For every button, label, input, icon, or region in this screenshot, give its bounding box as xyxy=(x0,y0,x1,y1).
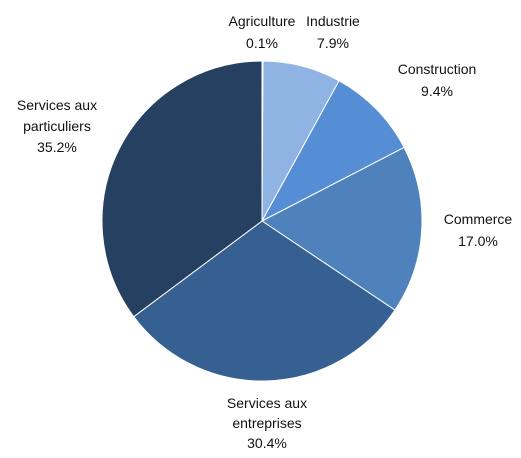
pie-slices xyxy=(101,60,423,382)
slice-label-text: Services aux xyxy=(17,97,97,113)
slice-label-text: Construction xyxy=(398,61,477,77)
slice-percentage: 30.4% xyxy=(247,435,287,451)
slice-label-commerce: Commerce 17.0% xyxy=(444,211,513,249)
slice-label-services-aux-entreprises: Services aux entreprises 30.4% xyxy=(227,395,307,451)
slice-label-text: entreprises xyxy=(232,415,301,431)
slice-label-text: Industrie xyxy=(306,13,360,29)
slice-label-industrie: Industrie 7.9% xyxy=(306,13,360,51)
slice-label-text: particuliers xyxy=(23,118,91,134)
slice-label-agriculture: Agriculture 0.1% xyxy=(229,13,296,51)
slice-percentage: 7.9% xyxy=(317,35,349,51)
slice-label-text: Commerce xyxy=(444,211,513,227)
slice-percentage: 9.4% xyxy=(421,83,453,99)
pie-slice-commerce xyxy=(261,146,423,311)
slice-percentage: 0.1% xyxy=(246,35,278,51)
slice-label-services-aux-particuliers: Services aux particuliers 35.2% xyxy=(17,97,97,155)
slice-label-text: Agriculture xyxy=(229,13,296,29)
slice-percentage: 17.0% xyxy=(458,233,498,249)
slice-percentage: 35.2% xyxy=(37,139,77,155)
slice-label-construction: Construction 9.4% xyxy=(398,61,477,99)
pie-slice-construction xyxy=(260,80,405,223)
slice-label-text: Services aux xyxy=(227,395,307,411)
pie-slice-services-aux-entreprises xyxy=(133,220,396,382)
pie-labels: Agriculture 0.1% Industrie 7.9% Construction… xyxy=(17,13,513,451)
pie-slice-services-aux-particuliers xyxy=(101,60,263,318)
